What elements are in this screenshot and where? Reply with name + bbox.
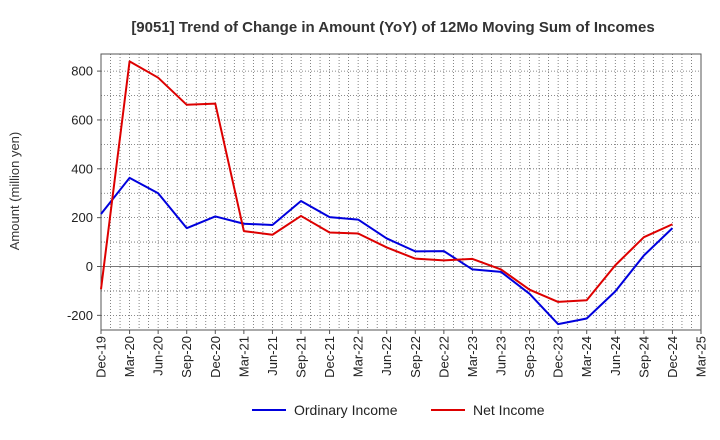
legend-entry: Ordinary Income xyxy=(294,402,398,418)
y-tick-label: 0 xyxy=(86,259,93,274)
y-tick-label: 400 xyxy=(71,161,93,176)
x-tick-label: Dec-22 xyxy=(436,336,451,378)
x-tick-label: Jun-22 xyxy=(379,336,394,376)
x-tick-label: Sep-22 xyxy=(408,336,423,378)
x-tick-label: Dec-19 xyxy=(94,336,109,378)
x-tick-label: Mar-21 xyxy=(236,336,251,377)
x-tick-label: Jun-21 xyxy=(265,336,280,376)
x-tick-label: Sep-24 xyxy=(636,336,651,378)
x-tick-label: Jun-20 xyxy=(151,336,166,376)
x-tick-label: Mar-25 xyxy=(694,336,709,377)
x-tick-label: Jun-24 xyxy=(608,336,623,376)
x-tick-label: Mar-24 xyxy=(579,336,594,377)
plot-series xyxy=(100,60,674,326)
y-tick-label: 800 xyxy=(71,64,93,79)
series-line-net-income xyxy=(100,60,673,303)
x-tick-label: Dec-24 xyxy=(665,336,680,378)
x-tick-label: Dec-21 xyxy=(322,336,337,378)
x-tick-label: Sep-21 xyxy=(294,336,309,378)
x-tick-label: Sep-20 xyxy=(179,336,194,378)
y-tick-label: 200 xyxy=(71,210,93,225)
x-tick-label: Sep-23 xyxy=(522,336,537,378)
y-tick-label: -200 xyxy=(67,308,93,323)
series-line-ordinary-income xyxy=(100,176,674,326)
chart-title: [9051] Trend of Change in Amount (YoY) o… xyxy=(131,19,654,36)
x-axis-ticks: Dec-19 Mar-20 Jun-20 Sep-20 Dec-20 Mar-21 Jun-… xyxy=(94,330,709,378)
legend: Ordinary Income Net Income xyxy=(252,402,545,418)
plot-border xyxy=(100,53,702,331)
x-tick-label: Dec-20 xyxy=(208,336,223,378)
x-tick-label: Dec-23 xyxy=(551,336,566,378)
plot-grid xyxy=(100,53,702,331)
y-axis-label: Amount (million yen) xyxy=(7,132,22,251)
x-tick-label: Mar-23 xyxy=(465,336,480,377)
x-tick-label: Jun-23 xyxy=(494,336,509,376)
y-axis-ticks: -200 0 200 400 600 800 xyxy=(67,64,101,323)
legend-entry: Net Income xyxy=(473,402,545,418)
x-tick-label: Mar-22 xyxy=(351,336,366,377)
x-tick-label: Mar-20 xyxy=(122,336,137,377)
y-tick-label: 600 xyxy=(71,112,93,127)
